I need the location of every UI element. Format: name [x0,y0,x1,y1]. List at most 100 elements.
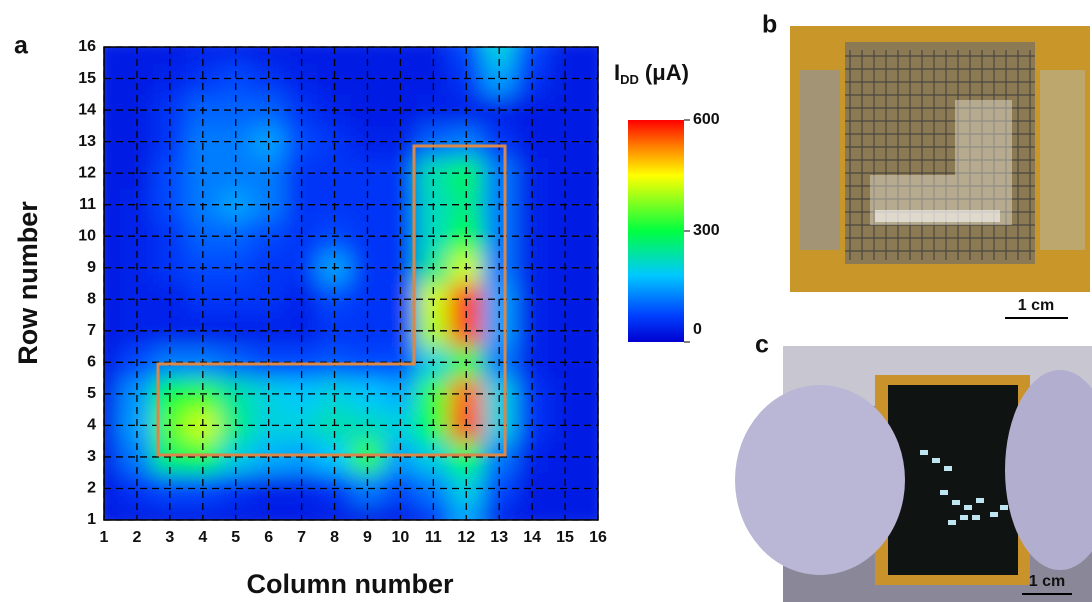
heat-cell [350,472,385,505]
y-tick-label: 10 [78,227,96,244]
y-tick-label: 15 [78,70,96,87]
x-tick-label: 13 [490,529,508,546]
x-tick-label: 12 [457,529,475,546]
heat-cell [383,472,418,505]
heat-cell [515,47,550,64]
heat-cell [284,503,319,520]
heat-cell [350,125,385,158]
heat-cell [515,472,550,505]
colorbar-ticks: 0 300 600 [684,111,720,343]
heat-cell [383,125,418,158]
colorbar-label-unit: (μA) [645,60,689,85]
y-tick-label: 12 [78,164,96,181]
heat-cell [152,503,187,520]
y-tick-label: 8 [87,290,96,307]
heat-cell [119,503,154,520]
y-tick-label: 6 [87,354,96,371]
x-tick-label: 4 [198,529,207,546]
heat-cell [515,314,550,348]
panel-label: c [755,331,769,359]
heatmap [104,47,598,520]
y-tick-label: 16 [78,38,96,55]
heat-cell [482,219,517,253]
colorbar-label: IDD (μA) [614,60,689,88]
heat-cell [104,62,121,95]
heat-cell [515,219,550,253]
heat-cell [251,314,286,348]
colorbar-tick-label: 600 [693,111,720,128]
heat-cell [515,125,550,158]
heat-cell [482,503,517,520]
heat-cell [350,47,385,64]
heat-cell [449,503,484,520]
photo-b [790,26,1090,292]
heat-cell [218,47,253,64]
heat-cell [104,188,121,221]
heat-cell [104,346,121,379]
heat-cell [218,377,253,411]
colorbar-tick-label: 300 [693,222,720,239]
heat-cell [317,47,352,64]
heat-cell [515,503,550,520]
heat-cell [104,251,121,284]
y-tick-label: 5 [87,385,96,402]
panel-label: a [14,32,29,60]
y-tick-label: 13 [78,133,96,150]
heat-cell [104,93,121,127]
scale-bar-label: 1 cm [1029,573,1065,590]
y-tick-label: 14 [78,101,96,118]
colorbar [628,120,684,342]
heat-cell [104,219,121,253]
heat-cell [251,472,286,505]
x-tick-label: 2 [132,529,141,546]
heat-cell [482,125,517,158]
heat-cell [383,314,418,348]
heat-cell [218,314,253,348]
heat-cell [104,47,121,64]
heat-cell [482,377,517,411]
x-tick-label: 11 [425,529,442,546]
heat-cell [119,314,154,348]
colorbar-label-main: I [614,60,620,85]
y-tick-label: 7 [87,322,96,339]
heat-cell [416,47,451,64]
heat-cell [548,503,583,520]
heat-cell [185,47,220,64]
heat-cell [383,219,418,253]
heat-cell [218,503,253,520]
heat-cell [350,219,385,253]
heat-cell [104,503,121,520]
heat-cell [581,503,598,520]
heat-cell [119,472,154,505]
heat-cell [284,47,319,64]
heat-cell [119,125,154,158]
heat-cell [350,503,385,520]
plot-frame [103,46,599,521]
heat-cell [383,377,418,411]
y-tick-label: 1 [87,511,96,528]
heat-cell [350,377,385,411]
x-axis-title: Column number [247,569,454,599]
heat-cell [548,47,583,64]
x-tick-label: 10 [392,529,410,546]
colorbar-tick-label: 0 [693,321,702,338]
x-tick-label: 6 [264,529,273,546]
x-tick-label: 9 [363,529,372,546]
scale-bar-label: 1 cm [1018,297,1054,314]
x-tick-label: 14 [523,529,541,546]
heat-cell [251,503,286,520]
panel-label: b [762,11,777,39]
heat-cell [104,283,121,316]
x-tick-label: 1 [100,529,109,546]
heat-cell [515,377,550,411]
heat-cell [350,314,385,348]
heat-cell [218,219,253,253]
heat-cell [185,503,220,520]
heat-cell [581,47,598,64]
x-tick-label: 15 [556,529,574,546]
x-tick-label: 7 [297,529,306,546]
heat-cell [104,125,121,158]
y-tick-label: 11 [79,196,96,213]
heat-cell [218,125,253,158]
